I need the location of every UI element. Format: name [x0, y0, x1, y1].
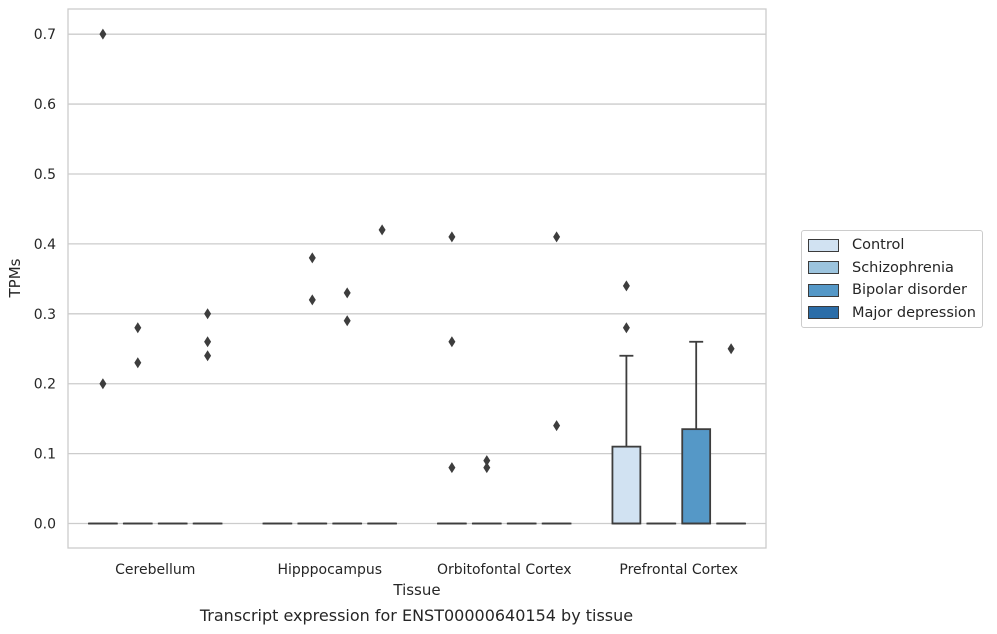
legend-swatch: [808, 238, 839, 252]
y-tick-label: 0.5: [34, 167, 56, 183]
legend-label: Control: [852, 237, 905, 254]
legend: Control Schizophrenia Bipolar disorder M…: [801, 230, 983, 328]
legend-item-control: Control: [808, 234, 976, 257]
outlier-point: [204, 336, 212, 348]
y-tick-label: 0.2: [34, 377, 56, 393]
outlier-point: [308, 294, 316, 306]
outlier-point: [553, 231, 561, 243]
plot-frame: [67, 8, 767, 549]
outlier-point: [448, 462, 456, 474]
outlier-point: [727, 343, 735, 355]
outlier-point: [483, 455, 491, 467]
outlier-point: [308, 252, 316, 264]
outlier-point: [622, 280, 630, 292]
legend-item-bipolar-disorder: Bipolar disorder: [808, 279, 976, 302]
legend-label: Schizophrenia: [852, 259, 954, 276]
box: [611, 445, 642, 525]
outlier-point: [448, 231, 456, 243]
outlier-point: [448, 336, 456, 348]
x-tick-label: Cerebellum: [115, 562, 195, 578]
x-tick-label: Orbitofontal Cortex: [437, 562, 572, 578]
y-tick-label: 0.3: [34, 307, 56, 323]
boxes: [88, 28, 746, 525]
legend-label: Bipolar disorder: [852, 282, 967, 299]
y-tick-label: 0.7: [34, 27, 56, 43]
outlier-point: [343, 287, 351, 299]
y-tick-label: 0.4: [34, 237, 56, 253]
outlier-point: [134, 357, 142, 369]
outlier-point: [99, 378, 107, 390]
legend-swatch: [808, 306, 839, 320]
box: [681, 428, 712, 525]
x-axis-label: Tissue: [392, 581, 440, 599]
y-tick-label: 0.6: [34, 97, 56, 113]
y-tick-labels: 0.0 0.1 0.2 0.3 0.4 0.5 0.6 0.7: [34, 27, 56, 532]
x-tick-label: Prefrontal Cortex: [619, 562, 738, 578]
legend-label: Major depression: [852, 304, 976, 321]
outlier-point: [343, 315, 351, 327]
outlier-point: [204, 308, 212, 320]
legend-swatch: [808, 283, 839, 297]
y-axis-label: TPMs: [6, 258, 24, 298]
chart-caption: Transcript expression for ENST0000064015…: [199, 606, 634, 625]
legend-swatch: [808, 261, 839, 275]
outlier-point: [378, 224, 386, 236]
outlier-point: [204, 350, 212, 362]
x-tick-labels: Cerebellum Hipppocampus Orbitofontal Corte…: [115, 562, 738, 578]
y-tick-label: 0.1: [34, 447, 56, 463]
outlier-point: [553, 420, 561, 432]
outlier-point: [134, 322, 142, 334]
legend-item-schizophrenia: Schizophrenia: [808, 257, 976, 280]
legend-item-major-depression: Major depression: [808, 302, 976, 325]
outlier-point: [99, 28, 107, 40]
gridlines: [68, 33, 766, 525]
outlier-point: [622, 322, 630, 334]
x-tick-label: Hipppocampus: [277, 562, 382, 578]
y-tick-label: 0.0: [34, 517, 56, 533]
outlier-point: [483, 462, 491, 474]
